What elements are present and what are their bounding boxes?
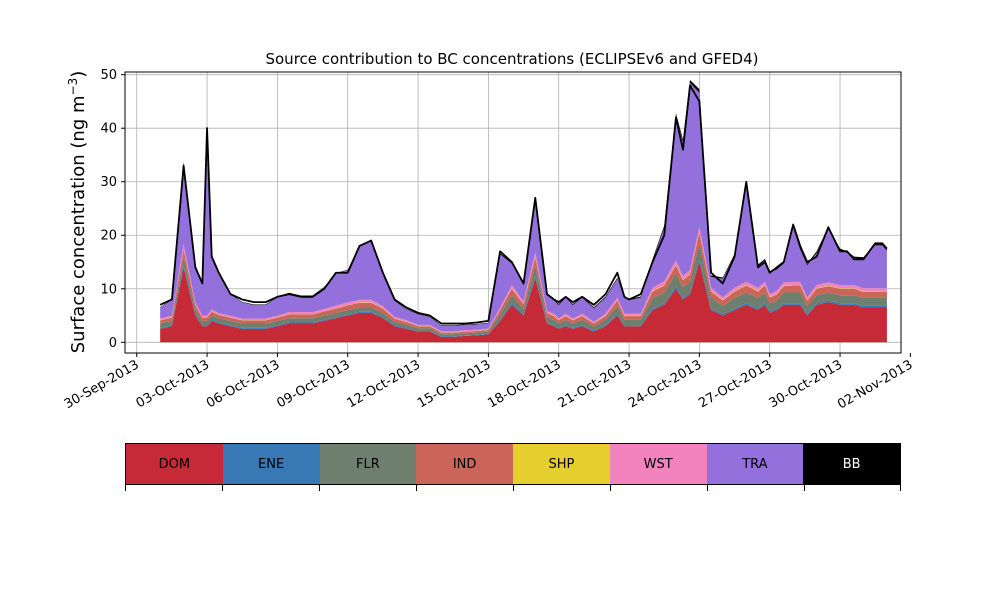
x-tick-label: 09-Oct-2013 [274,357,352,411]
y-tick-label: 0 [109,336,117,351]
legend-item-ene: ENE [222,444,320,484]
x-tick-label: 06-Oct-2013 [204,357,282,411]
x-tick-label: 12-Oct-2013 [345,357,423,411]
x-tick-label: 03-Oct-2013 [134,357,212,411]
legend-item-wst: WST [609,444,707,484]
chart-title: Source contribution to BC concentrations… [265,50,758,68]
legend-item-flr: FLR [319,444,417,484]
legend-item-tra: TRA [706,444,804,484]
legend-item-ind: IND [416,444,513,484]
legend-item-bb: BB [803,444,900,484]
x-axis-ticks: 30-Sep-201303-Oct-201306-Oct-201309-Oct-… [62,353,915,412]
y-tick-label: 50 [100,68,117,83]
plot-frame [124,71,902,354]
y-axis-label: Surface concentration (ng m−3) [66,71,89,354]
legend-tick [900,485,901,491]
x-tick-label: 30-Oct-2013 [767,357,845,411]
legend-tick [319,485,320,491]
legend-tick [610,485,611,491]
legend-tick [416,485,417,491]
area-ind [160,232,887,335]
y-tick-label: 40 [100,122,117,137]
y-tick-label: 30 [100,175,117,190]
x-tick-label: 02-Nov-2013 [835,357,915,412]
x-tick-label: 18-Oct-2013 [485,357,563,411]
area-wst [160,226,887,333]
legend-tick [222,485,223,491]
area-flr [160,243,887,337]
legend-tick [125,485,126,491]
source-legend: DOM ENE FLR IND SHP WST TRA BB [125,443,901,485]
legend-item-shp: SHP [513,444,610,484]
legend-tick [707,485,708,491]
total-line [159,84,888,325]
x-tick-label: 21-Oct-2013 [556,357,634,411]
y-tick-label: 20 [100,229,117,244]
stacked-areas [160,80,887,343]
x-tick-label: 30-Sep-2013 [62,357,142,412]
total-outline [159,84,888,325]
legend-tick [513,485,514,491]
area-tra [160,82,887,332]
area-dom [160,262,887,343]
legend-item-dom: DOM [126,444,223,484]
legend-ticks [125,485,901,491]
legend-tick [804,485,805,491]
y-tick-label: 10 [100,282,117,297]
x-tick-label: 27-Oct-2013 [696,357,774,411]
y-axis-ticks: 0 10 20 30 40 50 [100,68,125,351]
x-tick-label: 15-Oct-2013 [415,357,493,411]
x-tick-label: 24-Oct-2013 [626,357,704,411]
